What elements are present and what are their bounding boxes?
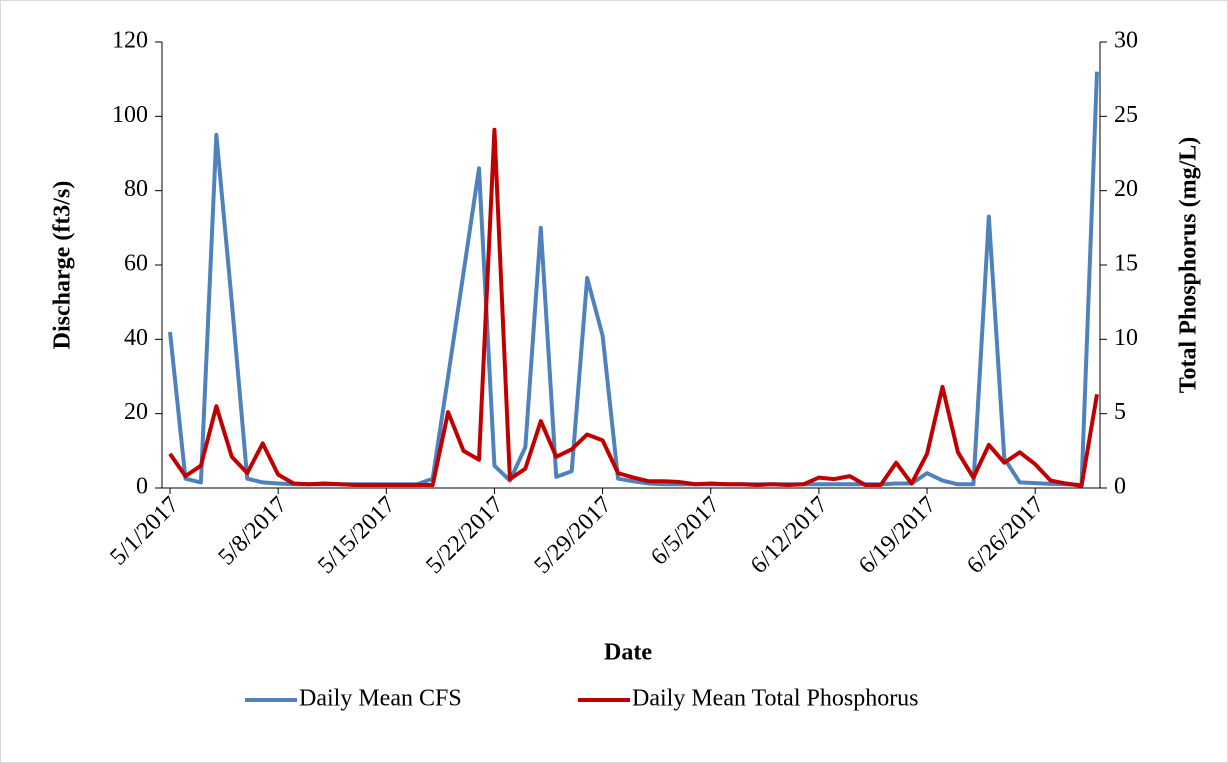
y-tick-label: 20 (124, 399, 148, 425)
y2-axis-label: Total Phosphorus (mg/L) (1176, 137, 1202, 394)
x-axis-label: Date (604, 640, 652, 666)
y2-tick-label: 25 (1114, 102, 1138, 128)
y-tick-label: 100 (112, 102, 148, 128)
y2-tick-label: 15 (1114, 251, 1138, 277)
y-tick-label: 0 (136, 474, 148, 500)
y2-tick-label: 20 (1114, 176, 1138, 202)
y-axis-label: Discharge (ft3/s) (50, 181, 76, 350)
y-tick-label: 120 (112, 28, 148, 54)
legend-label: Daily Mean Total Phosphorus (632, 686, 919, 712)
y2-tick-label: 0 (1114, 474, 1126, 500)
y-tick-label: 80 (124, 176, 148, 202)
data-line (168, 127, 1099, 488)
legend-label: Daily Mean CFS (299, 686, 462, 712)
y2-tick-label: 5 (1114, 399, 1126, 425)
y-tick-label: 40 (124, 325, 148, 351)
y2-tick-label: 10 (1114, 325, 1138, 351)
y-tick-label: 60 (124, 251, 148, 277)
y2-tick-label: 30 (1114, 28, 1138, 54)
